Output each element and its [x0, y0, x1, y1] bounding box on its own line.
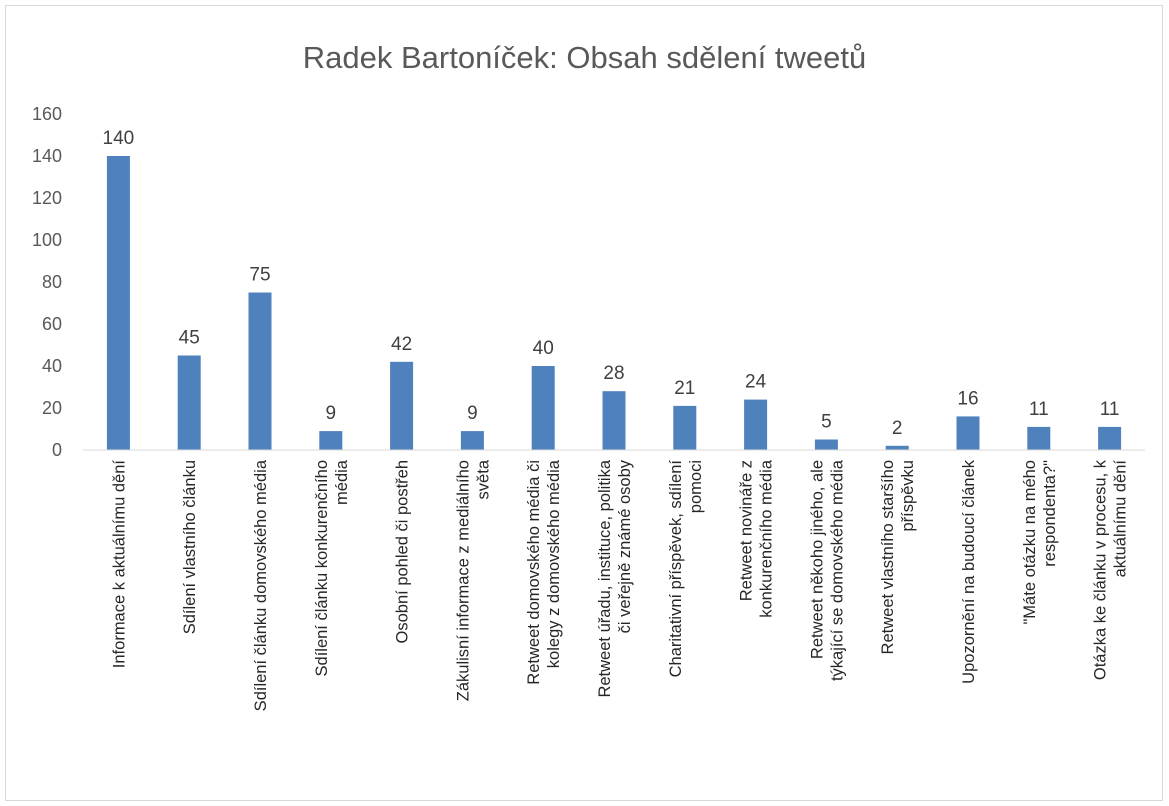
x-tick-label: Retweet domovského média či kolegy z domo…: [525, 459, 563, 685]
y-tick-label: 20: [42, 398, 62, 418]
bar: [744, 399, 768, 450]
x-tick-label-line: respondenta?": [1041, 460, 1059, 567]
data-label: 9: [467, 403, 478, 424]
bar: [177, 355, 201, 450]
y-tick-label: 100: [32, 230, 62, 250]
bar: [885, 445, 909, 450]
x-tick-label: Sdílení článku konkurenčního média: [313, 459, 351, 676]
y-tick-label: 40: [42, 356, 62, 376]
data-label: 45: [179, 328, 200, 349]
x-tick-label-line: média: [333, 459, 351, 505]
x-tick-label-line: aktuálnímu dění: [1112, 460, 1130, 578]
x-tick-label: Retweet někoho jiného, ale týkající se do…: [808, 459, 846, 681]
x-tick-label-line: Upozornění na budoucí článek: [960, 459, 978, 684]
bar: [956, 416, 980, 450]
x-tick-label: Informace k aktuálnímu dění: [110, 460, 128, 669]
data-label: 28: [603, 363, 624, 384]
y-tick-label: 120: [32, 188, 62, 208]
bar: [1027, 426, 1051, 450]
data-label: 75: [249, 265, 270, 286]
data-label: 2: [892, 418, 903, 439]
x-tick-label: Retweet vlastního staršího příspěvku: [879, 460, 917, 654]
y-tick-label: 80: [42, 272, 62, 292]
x-tick-label-line: Charitativní příspěvek, sdílení: [667, 460, 685, 678]
x-tick-label: Sdílení článku domovského média: [252, 459, 270, 711]
x-tick-label: Sdílení vlastního článku: [181, 460, 199, 634]
x-tick-label-line: Osobní pohled či postřeh: [394, 460, 412, 643]
x-tick-label: Zákulisní informace z mediálního světa: [454, 459, 492, 701]
x-tick-label-line: či veřejně známé osoby: [616, 459, 634, 633]
bar: [673, 405, 697, 450]
y-tick-label: 0: [52, 440, 62, 460]
x-tick-label-line: Zákulisní informace z mediálního: [454, 460, 472, 701]
data-label: 21: [674, 378, 695, 399]
bar: [248, 292, 272, 450]
x-tick-label-line: kolegy z domovského média: [545, 459, 563, 668]
bar: [390, 361, 414, 450]
x-tick-label-line: příspěvku: [899, 460, 917, 532]
bar: [106, 156, 130, 450]
data-label: 5: [821, 412, 832, 433]
x-tick-label-line: Otázka ke článku v procesu, k: [1092, 459, 1110, 680]
bar: [1098, 426, 1122, 450]
bar: [814, 439, 838, 450]
x-tick-label-line: Informace k aktuálnímu dění: [110, 460, 128, 669]
y-tick-label: 140: [32, 146, 62, 166]
y-tick-label: 60: [42, 314, 62, 334]
x-tick-label: Charitativní příspěvek, sdílení pomoci: [667, 460, 705, 678]
x-tick-label-line: Sdílení vlastního článku: [181, 460, 199, 634]
x-tick-label: Otázka ke článku v procesu, k aktuálnímu …: [1092, 459, 1130, 680]
data-label: 40: [533, 338, 554, 359]
data-label: 42: [391, 334, 412, 355]
x-tick-label-line: týkající se domovského média: [828, 459, 846, 681]
x-tick-label: Osobní pohled či postřeh: [394, 460, 412, 643]
bar: [460, 431, 484, 450]
bar: [531, 366, 555, 450]
x-tick-label-line: Retweet vlastního staršího: [879, 460, 897, 654]
y-tick-label: 160: [32, 104, 62, 124]
x-tick-label: Upozornění na budoucí článek: [960, 459, 978, 684]
x-tick-label: "Máte otázku na mého respondenta?": [1021, 460, 1059, 625]
x-tick-label-line: Sdílení článku konkurenčního: [313, 460, 331, 676]
x-tick-label: Retweet novináře z konkurenčního média: [738, 459, 776, 618]
x-tick-label-line: Retweet úřadu, instituce, politika: [596, 459, 614, 697]
x-tick-label-line: Retweet novináře z: [738, 460, 756, 601]
x-tick-label-line: Sdílení článku domovského média: [252, 459, 270, 711]
bar: [602, 391, 626, 450]
x-tick-label-line: Retweet někoho jiného, ale: [808, 460, 826, 659]
data-label: 9: [326, 403, 337, 424]
data-label: 11: [1029, 399, 1049, 420]
x-tick-label: Retweet úřadu, instituce, politika či veř…: [596, 459, 634, 697]
data-label: 140: [103, 128, 135, 149]
chart-title: Radek Bartoníček: Obsah sdělení tweetů: [302, 40, 867, 75]
x-tick-label-line: světa: [474, 459, 492, 499]
data-label: 24: [745, 372, 767, 393]
x-tick-label-line: pomoci: [687, 460, 705, 513]
data-label: 11: [1100, 399, 1120, 420]
x-tick-label-line: konkurenčního média: [758, 459, 776, 618]
data-label: 16: [957, 388, 978, 409]
x-tick-label-line: Retweet domovského média či: [525, 460, 543, 685]
bar: [319, 431, 343, 450]
x-tick-label-line: "Máte otázku na mého: [1021, 460, 1039, 625]
